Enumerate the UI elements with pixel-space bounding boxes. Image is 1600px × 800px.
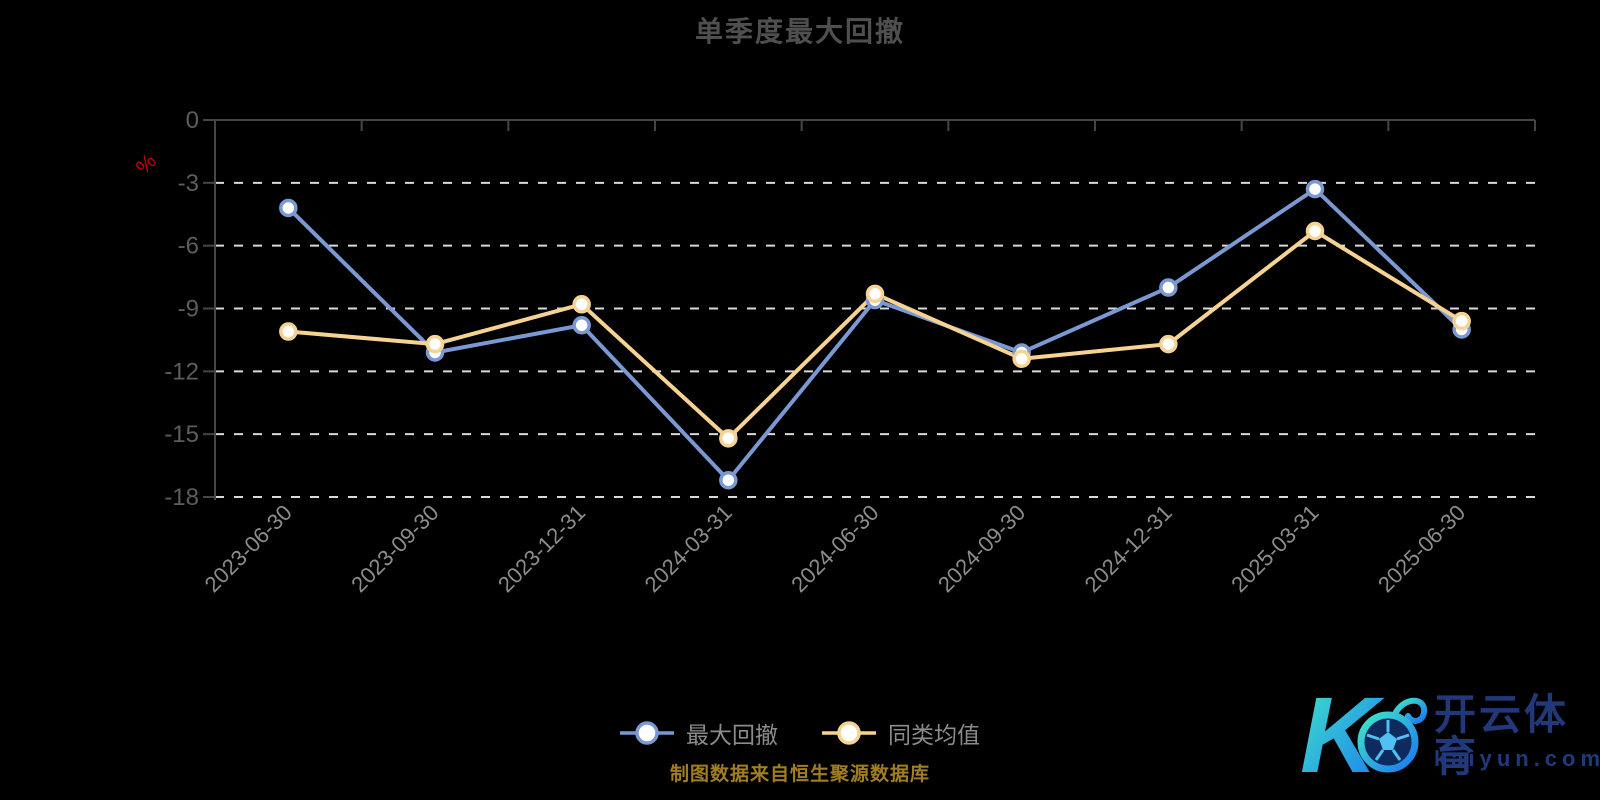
- y-tick-label: -3: [178, 170, 199, 197]
- legend-item-category-average[interactable]: 同类均值: [822, 716, 980, 750]
- kaiyun-k-soccer-icon: K: [1300, 674, 1428, 794]
- data-point[interactable]: [1305, 221, 1325, 241]
- y-tick-label: 0: [186, 107, 199, 134]
- x-tick-label: 2024-09-30: [933, 500, 1030, 597]
- data-point[interactable]: [279, 198, 298, 218]
- data-point[interactable]: [1305, 179, 1325, 199]
- x-tick-label: 2024-12-31: [1080, 500, 1177, 597]
- data-point[interactable]: [1159, 278, 1178, 297]
- data-point[interactable]: [719, 470, 738, 490]
- y-tick-label: -18: [164, 484, 199, 511]
- y-tick-label: -6: [178, 233, 199, 260]
- data-point[interactable]: [1452, 311, 1471, 331]
- legend-label: 同类均值: [888, 722, 980, 748]
- y-tick-label: -12: [164, 358, 199, 385]
- legend-label: 最大回撤: [686, 722, 778, 748]
- line-marker-icon: [620, 721, 674, 745]
- y-axis-unit-label: %: [132, 150, 161, 179]
- series-line-1[interactable]: [286, 229, 1464, 441]
- x-tick-label: 2023-09-30: [346, 500, 443, 597]
- x-tick-label: 2025-03-31: [1226, 500, 1323, 597]
- line-marker-icon: [822, 721, 876, 745]
- kaiyun-logo: K 开云体育 kaiyun.com: [1292, 660, 1600, 794]
- legend: 最大回撤 同类均值: [0, 703, 1600, 763]
- data-point[interactable]: [425, 334, 445, 354]
- chart-title: 单季度最大回撤: [694, 16, 905, 47]
- logo-brand-name: 开云体育: [1434, 691, 1570, 780]
- data-point[interactable]: [1159, 334, 1178, 354]
- logo-brand-url: kaiyun.com: [1434, 746, 1600, 771]
- x-tick-label: 2023-12-31: [493, 500, 590, 597]
- data-point[interactable]: [572, 295, 591, 314]
- data-point[interactable]: [1012, 349, 1031, 369]
- data-point[interactable]: [865, 284, 885, 304]
- y-tick-label: -15: [164, 421, 199, 448]
- data-point[interactable]: [572, 316, 591, 335]
- source-note: 制图数据来自恒生聚源数据库: [669, 764, 930, 785]
- x-tick-label: 2023-06-30: [200, 500, 297, 597]
- x-tick-label: 2024-06-30: [786, 500, 883, 597]
- x-tick-label: 2025-06-30: [1373, 500, 1470, 597]
- data-point[interactable]: [279, 322, 298, 341]
- data-point[interactable]: [719, 429, 738, 448]
- legend-item-max-drawdown[interactable]: 最大回撤: [620, 716, 778, 750]
- x-tick-label: 2024-03-31: [640, 500, 737, 597]
- y-tick-label: -9: [178, 296, 199, 323]
